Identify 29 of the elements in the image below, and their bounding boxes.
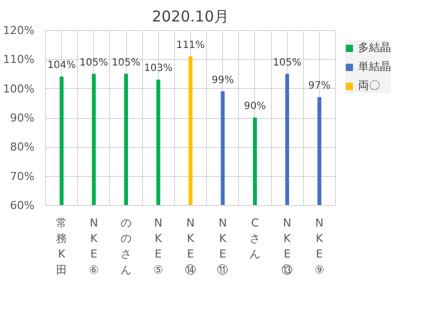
y-tick-label: 60% bbox=[10, 199, 35, 212]
x-tick-label: ののさん bbox=[120, 216, 132, 276]
y-tick-label: 100% bbox=[3, 82, 35, 96]
x-tick-label: NKE⑥ bbox=[88, 216, 99, 276]
legend-label: 単結晶 bbox=[358, 59, 391, 74]
y-tick-label: 80% bbox=[10, 140, 35, 154]
x-tick-label: NKE⑭ bbox=[185, 216, 196, 276]
chart-title: 2020.10月 bbox=[152, 8, 230, 26]
y-tick-label: 110% bbox=[3, 53, 35, 66]
data-label: 99% bbox=[212, 74, 234, 86]
y-tick-label: 120% bbox=[3, 24, 35, 37]
x-tick-label: Cさん bbox=[249, 216, 260, 261]
x-tick-label: NKE⑪ bbox=[217, 216, 228, 276]
data-label: 111% bbox=[176, 40, 205, 51]
x-tick-label: NKE⑨ bbox=[314, 216, 324, 276]
data-label: 105% bbox=[112, 57, 140, 68]
y-tick-label: 90% bbox=[10, 112, 35, 124]
legend-label: 両〇 bbox=[358, 78, 380, 93]
data-label: 104% bbox=[47, 60, 76, 72]
data-label: 103% bbox=[144, 63, 173, 74]
data-label: 90% bbox=[244, 101, 266, 112]
x-tick-label: 常務K田 bbox=[56, 216, 68, 276]
data-label: 97% bbox=[308, 80, 331, 92]
data-label: 105% bbox=[272, 57, 302, 68]
data-label: 105% bbox=[80, 57, 108, 68]
x-tick-label: NKE⑤ bbox=[153, 216, 164, 276]
y-tick-label: 70% bbox=[10, 170, 35, 183]
legend-label: 多結晶 bbox=[358, 40, 391, 55]
x-tick-label: NKE⑬ bbox=[282, 216, 293, 276]
